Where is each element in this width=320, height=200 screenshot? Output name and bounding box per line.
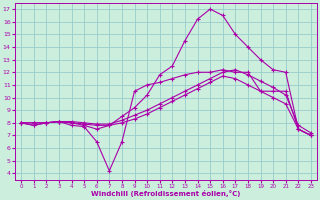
X-axis label: Windchill (Refroidissement éolien,°C): Windchill (Refroidissement éolien,°C)	[91, 190, 241, 197]
